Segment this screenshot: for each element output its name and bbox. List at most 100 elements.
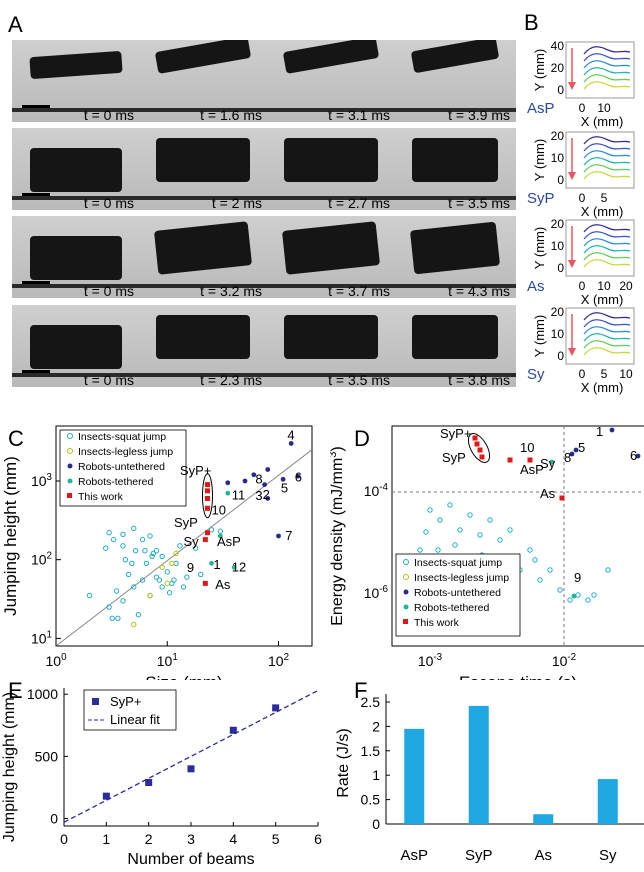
data-point: [272, 704, 280, 712]
frame-time-label: t = 2 ms: [211, 195, 262, 210]
data-point: [122, 556, 129, 563]
data-point: [447, 502, 453, 508]
data-point: [102, 792, 110, 800]
data-point: [204, 505, 210, 511]
scale-bar: [22, 105, 50, 108]
y-tick-label: 10: [551, 151, 565, 165]
data-point: [527, 457, 533, 463]
robot-silhouette: [412, 138, 498, 182]
data-point: [106, 530, 112, 536]
frame-time-label: t = 2.7 ms: [328, 195, 390, 210]
robot-silhouette: [30, 325, 122, 369]
data-point: [147, 533, 153, 539]
y-tick-label: 10: [551, 239, 565, 253]
x-axis-label: X (mm): [581, 380, 624, 395]
arrow-head-icon: [568, 172, 576, 180]
highlight-ellipse: [201, 473, 213, 519]
panel-a-frame: t = 3.1 ms: [266, 40, 396, 122]
data-point: [217, 528, 224, 534]
data-point: [208, 527, 215, 533]
point-annotation: 7: [285, 528, 292, 543]
y-tick-label: 10: [551, 327, 565, 341]
data-point: [217, 533, 223, 539]
x-tick-label: 10-3: [418, 652, 443, 669]
y-tick-label: 1: [372, 767, 380, 783]
panel-a-frame: t = 0 ms: [12, 305, 140, 387]
point-annotation: 8: [255, 471, 262, 486]
legend-marker: [67, 478, 73, 484]
y-tick-label: 0: [557, 83, 564, 97]
data-point: [265, 467, 271, 472]
data-point: [120, 531, 126, 538]
y-tick-label: 20: [551, 61, 565, 75]
robot-silhouette: [154, 40, 252, 74]
x-axis-label: X (mm): [581, 292, 624, 307]
trajectory-subplot: 20 10 0 Y (mm) 0 5X (mm): [532, 129, 635, 219]
y-tick-label: 2: [372, 718, 380, 734]
bar: [404, 728, 425, 824]
scale-bar: [22, 370, 50, 373]
data-point: [202, 537, 208, 543]
data-point: [109, 615, 115, 621]
x-tick-label: 5: [601, 191, 608, 205]
category-label: AsP: [400, 847, 428, 864]
floor-line: [394, 196, 516, 200]
point-annotation: 5: [578, 440, 585, 455]
legend-label: Robots-untethered: [414, 587, 501, 599]
point-annotation: As: [540, 486, 556, 501]
legend-marker: [67, 448, 73, 454]
trajectory-curve: [583, 81, 631, 90]
point-annotation: 2: [263, 487, 270, 502]
data-point: [591, 592, 597, 598]
data-point: [139, 577, 146, 583]
frame-time-label: t = 4.3 ms: [448, 283, 510, 298]
data-point: [198, 571, 204, 578]
panel-a-frame: t = 0 ms: [12, 128, 140, 210]
legend-marker: [403, 589, 409, 595]
floor-line: [12, 108, 140, 112]
panel-a-frame: t = 2.3 ms: [138, 305, 268, 387]
data-point: [135, 611, 142, 618]
point-annotation: AsP: [520, 462, 544, 477]
data-point: [156, 577, 163, 583]
data-point: [180, 584, 187, 590]
trajectory-curve: [583, 326, 631, 335]
legend-label: This work: [78, 491, 124, 503]
y-tick-label: 1.5: [361, 743, 381, 759]
data-point: [497, 537, 503, 543]
y-tick-label: 103: [31, 472, 53, 489]
data-point: [417, 547, 423, 553]
x-tick-label: 10: [619, 367, 633, 381]
data-point: [507, 527, 513, 533]
subplot-name-label: SyP: [527, 190, 555, 207]
data-point: [159, 564, 165, 571]
data-point: [120, 598, 126, 604]
data-point: [585, 597, 591, 603]
y-axis-label: Y (mm): [532, 227, 547, 269]
data-point: [477, 532, 483, 538]
chart-f-rate-bar-chart: 0 0.5 1 1.5 2 2.5 Rate (J/s) AsP SyP As Sy: [335, 694, 644, 864]
panel-a-frame: t = 3.9 ms: [394, 40, 516, 122]
frame-time-label: t = 3.5 ms: [328, 372, 390, 387]
x-tick-label: 5: [272, 831, 280, 847]
floor-line: [138, 108, 268, 112]
arrow-head-icon: [568, 260, 576, 268]
data-point: [229, 726, 237, 734]
panel-letter-b: B: [524, 10, 539, 35]
panel-a-frame: t = 0 ms: [12, 216, 140, 298]
data-point: [204, 488, 210, 494]
data-point: [452, 542, 458, 548]
legend-label: Insects-legless jump: [78, 446, 173, 458]
legend-label: Insects-squat jump: [78, 431, 166, 443]
legend-marker: [403, 619, 408, 624]
data-point: [204, 482, 210, 488]
data-point: [110, 536, 117, 543]
chart-c-jumping-height-vs-size: 100101102101102103Size (mm)Jumping heigh…: [1, 425, 313, 680]
y-axis-label: Y (mm): [532, 315, 547, 357]
floor-line: [394, 373, 516, 377]
y-tick-label: 40: [551, 39, 565, 53]
data-point: [537, 577, 543, 583]
robot-silhouette: [156, 315, 250, 359]
